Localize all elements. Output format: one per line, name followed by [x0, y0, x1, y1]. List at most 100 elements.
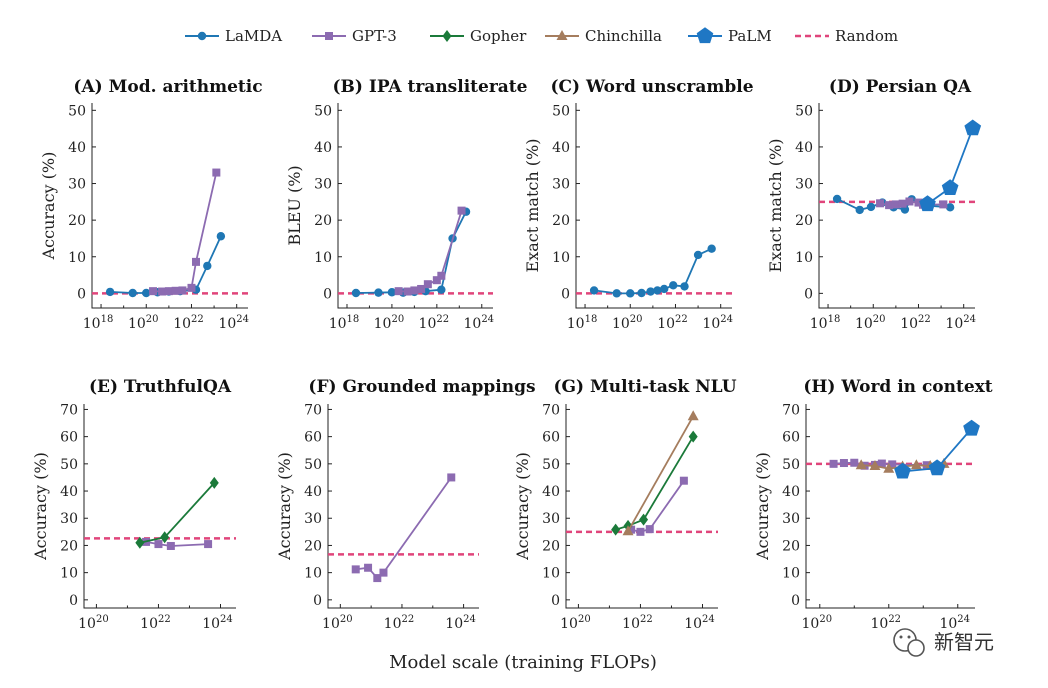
y-axis-label: Exact match (%)	[523, 139, 542, 273]
data-point	[680, 282, 689, 291]
data-point	[166, 541, 175, 550]
axis-frame	[805, 404, 975, 609]
y-tick-label: 50	[542, 457, 560, 473]
y-axis-label: Exact match (%)	[766, 139, 785, 273]
data-point	[160, 531, 170, 544]
panel-title: (F) Grounded mappings	[308, 377, 535, 397]
y-tick-label: 50	[68, 103, 86, 119]
data-point	[659, 284, 669, 294]
y-tick-label: 10	[782, 566, 800, 582]
data-point	[646, 287, 655, 296]
watermark-text: 新智元	[934, 630, 994, 654]
series-lamda	[589, 244, 716, 298]
data-point	[209, 476, 219, 489]
data-point	[432, 276, 441, 285]
series-line	[355, 476, 453, 580]
data-point	[423, 280, 432, 289]
x-tick-label: 1024	[939, 614, 970, 632]
legend-item-chinchilla: Chinchilla	[545, 27, 662, 45]
x-tick-label: 1018	[810, 314, 841, 332]
y-tick-label: 0	[551, 593, 560, 609]
series-line	[627, 415, 694, 532]
axis-frame	[327, 404, 479, 609]
axis-frame	[91, 103, 248, 309]
data-point	[154, 540, 163, 549]
legend-label: PaLM	[728, 27, 772, 45]
data-point	[636, 527, 645, 536]
axis-frame	[818, 103, 975, 309]
y-tick-label: 40	[552, 140, 570, 156]
data-point	[637, 288, 646, 298]
series-chinchilla	[622, 410, 699, 536]
data-point	[394, 287, 403, 296]
series-gopher	[135, 476, 219, 549]
data-point	[149, 287, 158, 296]
legend-item-lamda: LaMDA	[185, 27, 282, 45]
x-tick-label: 1020	[802, 614, 833, 632]
y-tick-label: 50	[304, 457, 322, 473]
legend-item-gopher: Gopher	[430, 27, 527, 45]
x-tick-label: 1020	[855, 314, 886, 332]
legend-label: LaMDA	[225, 27, 282, 45]
data-point	[187, 283, 196, 292]
y-tick-label: 40	[314, 140, 332, 156]
data-point	[379, 568, 388, 577]
legend-item-palm: PaLM	[688, 27, 772, 45]
data-point	[364, 563, 373, 572]
data-point	[437, 285, 446, 294]
data-point	[919, 195, 936, 212]
y-tick-label: 30	[60, 511, 78, 527]
y-tick-label: 60	[60, 430, 78, 446]
legend: LaMDA GPT-3 Gopher Chinchilla PaLM Random	[185, 27, 898, 45]
panel-title: (D) Persian QA	[829, 77, 972, 97]
y-tick-label: 70	[60, 402, 78, 418]
y-tick-label: 20	[782, 538, 800, 554]
panel-title: (A) Mod. arithmetic	[73, 77, 262, 97]
data-point	[883, 462, 895, 473]
data-point	[891, 200, 900, 209]
data-point	[866, 202, 876, 212]
y-tick-label: 0	[69, 593, 78, 609]
panel-title: (C) Word unscramble	[550, 77, 753, 97]
data-point	[351, 565, 360, 574]
data-point	[171, 286, 180, 295]
legend-label: Chinchilla	[585, 27, 662, 45]
x-tick-label: 1018	[329, 314, 360, 332]
legend-item-random: Random	[795, 27, 898, 45]
y-tick-label: 50	[552, 103, 570, 119]
data-point	[885, 201, 894, 210]
y-tick-label: 10	[68, 250, 86, 266]
y-tick-label: 10	[542, 566, 560, 582]
data-point	[855, 205, 864, 215]
y-tick-label: 50	[795, 103, 813, 119]
panel-title: (H) Word in context	[803, 377, 992, 397]
y-axis-label: Accuracy (%)	[39, 152, 58, 261]
data-point	[687, 410, 699, 421]
panel-title: (B) IPA transliterate	[333, 77, 528, 97]
series-gpt-3	[149, 168, 221, 296]
series-gpt-3	[876, 197, 948, 210]
y-tick-label: 60	[782, 430, 800, 446]
y-tick-label: 40	[304, 484, 322, 500]
y-tick-label: 30	[795, 177, 813, 193]
x-tick-label: 1020	[560, 614, 591, 632]
data-point	[669, 281, 678, 290]
data-point	[627, 525, 636, 534]
y-tick-label: 10	[314, 250, 332, 266]
data-point	[216, 232, 226, 241]
y-tick-label: 70	[304, 402, 322, 418]
x-tick-label: 1022	[384, 614, 415, 632]
data-point	[869, 460, 881, 471]
data-point	[192, 257, 200, 266]
x-tick-label: 1024	[445, 614, 476, 632]
data-point	[403, 287, 412, 296]
y-tick-label: 40	[782, 484, 800, 500]
y-tick-label: 20	[60, 538, 78, 554]
series-line	[630, 480, 685, 533]
legend-label: Random	[835, 27, 898, 45]
data-point	[612, 289, 621, 298]
series-line	[139, 482, 215, 544]
